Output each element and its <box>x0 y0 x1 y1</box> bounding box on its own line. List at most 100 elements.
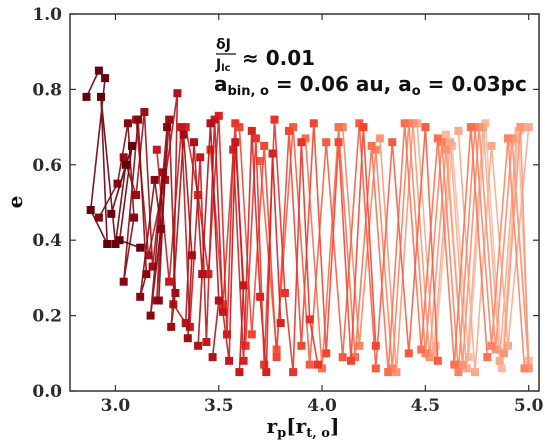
data-point <box>285 126 293 135</box>
data-point <box>334 123 343 132</box>
data-point <box>504 134 512 143</box>
x-label-sub: p <box>277 426 286 441</box>
data-point <box>437 138 446 147</box>
data-point <box>309 119 318 128</box>
param-a2: a <box>398 72 412 96</box>
data-point <box>128 141 136 150</box>
data-point <box>260 360 269 369</box>
data-point <box>94 66 103 75</box>
data-point <box>375 134 384 143</box>
data-point <box>371 341 380 350</box>
x-tick-label: 3.5 <box>204 396 234 416</box>
data-point <box>384 368 393 377</box>
data-point <box>177 123 186 132</box>
data-point <box>338 123 347 132</box>
data-point <box>185 322 194 331</box>
ratio-denominator-base: J <box>215 57 221 73</box>
data-point <box>225 356 234 365</box>
data-point <box>520 364 529 373</box>
data-point <box>442 130 450 139</box>
annotation-params: abin, o = 0.06 au, ao = 0.03pc <box>214 72 527 99</box>
series-line <box>341 123 526 373</box>
y-tick-label: 0.6 <box>32 156 62 176</box>
y-axis-label: e <box>3 196 27 209</box>
data-point <box>82 92 91 101</box>
data-point <box>136 292 145 301</box>
data-point <box>251 134 260 143</box>
data-point <box>305 315 314 324</box>
data-point <box>239 356 248 365</box>
data-point <box>150 175 159 184</box>
data-point <box>318 364 327 373</box>
data-point <box>165 277 174 286</box>
data-point <box>134 115 143 124</box>
x-label-bracket-sub: t, o <box>306 426 330 441</box>
data-point <box>289 123 298 132</box>
data-point <box>130 213 138 222</box>
data-point <box>388 138 397 147</box>
data-point <box>454 368 463 377</box>
data-point <box>487 141 496 150</box>
data-point <box>115 236 124 245</box>
data-point <box>458 360 467 369</box>
data-point <box>371 364 380 373</box>
data-point <box>450 360 459 369</box>
data-point <box>181 123 190 132</box>
series-2 <box>94 115 172 320</box>
data-point <box>152 145 161 154</box>
data-point <box>107 209 116 218</box>
data-point <box>210 115 219 124</box>
data-point <box>202 338 211 346</box>
data-point <box>229 145 238 154</box>
data-point <box>97 92 105 101</box>
data-point <box>524 123 533 132</box>
data-point <box>425 353 434 362</box>
data-point <box>433 134 442 143</box>
series-11 <box>338 119 529 377</box>
data-point <box>194 341 203 350</box>
data-point <box>301 134 310 143</box>
data-point <box>388 364 397 373</box>
data-point <box>487 341 496 350</box>
data-point <box>206 119 215 128</box>
data-point <box>148 262 157 271</box>
data-point <box>322 138 331 147</box>
y-tick-label: 0.8 <box>32 80 62 100</box>
x-label-bracket-close: ] <box>330 414 339 438</box>
ratio-value: ≈ 0.01 <box>242 46 315 70</box>
series-line <box>184 115 282 373</box>
data-point <box>113 179 122 188</box>
data-point <box>404 349 413 358</box>
data-point <box>231 138 240 147</box>
data-point <box>196 153 205 162</box>
data-point <box>483 353 492 362</box>
data-point <box>165 115 174 124</box>
data-point <box>235 123 244 132</box>
data-point <box>223 330 231 339</box>
data-point <box>103 240 112 248</box>
series-line <box>238 123 377 361</box>
data-point <box>464 353 473 362</box>
ratio-denominator: Jlc <box>215 57 231 74</box>
data-point <box>183 334 192 343</box>
data-point <box>136 243 145 252</box>
data-point <box>119 153 128 162</box>
data-point <box>454 126 463 135</box>
data-point <box>421 123 430 132</box>
y-tick-label: 0.4 <box>32 231 62 251</box>
data-point <box>297 138 306 147</box>
data-point <box>247 126 256 135</box>
data-point <box>218 307 227 316</box>
data-point <box>206 145 215 154</box>
data-point <box>167 322 176 331</box>
data-point <box>260 141 269 150</box>
data-point <box>272 353 281 362</box>
data-point <box>442 145 450 154</box>
series-line <box>379 123 530 373</box>
data-point <box>262 368 271 377</box>
data-point <box>512 134 521 143</box>
y-tick-label: 1.0 <box>32 5 62 25</box>
data-point <box>433 356 442 365</box>
y-tick-label: 0.0 <box>32 382 62 402</box>
data-point <box>270 115 279 124</box>
